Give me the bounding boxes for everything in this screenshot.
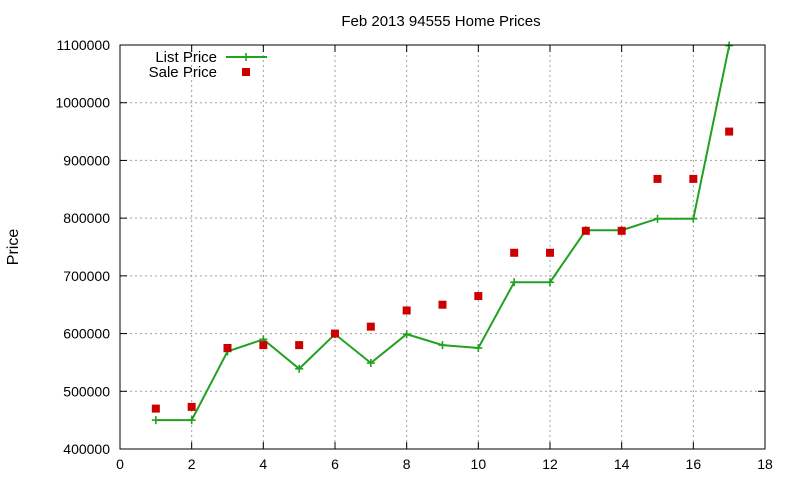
list-price-point (295, 364, 304, 373)
x-tick-label: 6 (331, 456, 339, 472)
sale-price-point (438, 300, 447, 309)
list-price-point (689, 214, 698, 223)
legend-item-1: List Price (155, 49, 267, 66)
sale-price-point (510, 248, 519, 257)
list-price-point (510, 278, 519, 287)
plot-frame (119, 44, 766, 450)
x-tick-label: 12 (542, 456, 558, 472)
grid-lines (120, 45, 765, 449)
sale-price-point (402, 306, 411, 315)
y-tick-label: 1000000 (55, 95, 110, 111)
axis-ticks: 0 2 4 6 8 10 12 14 16 18 400000 500000 600000 700000 8… (55, 37, 773, 472)
sale-price-point (295, 341, 304, 350)
y-tick-label: 1100000 (57, 37, 111, 53)
chart-title: Feb 2013 94555 Home Prices (341, 13, 540, 30)
sale-price-point (366, 322, 375, 331)
sale-price-point (617, 226, 626, 235)
series-1 (151, 41, 734, 425)
sale-price-point (546, 248, 554, 257)
sale-price-point (187, 402, 196, 411)
sale-price-point (331, 329, 339, 338)
sale-price-point (725, 127, 734, 136)
sale-price-point (653, 174, 662, 183)
legend-square-marker (242, 68, 250, 76)
y-tick-label: 700000 (63, 268, 110, 284)
list-price-point (151, 416, 160, 425)
sale-price-point (474, 292, 483, 301)
sale-price-point (151, 404, 160, 413)
y-axis-label: Price (5, 229, 22, 266)
series-2 (151, 127, 734, 413)
series-layer (151, 41, 734, 425)
y-tick-label: 500000 (63, 383, 110, 399)
y-tick-label: 600000 (63, 326, 110, 342)
list-price-point (725, 41, 734, 50)
list-price-point (187, 416, 196, 425)
y-tick-label: 400000 (63, 441, 110, 457)
x-tick-label: 2 (188, 456, 196, 472)
x-tick-label: 16 (686, 456, 702, 472)
list-price-point (546, 278, 554, 287)
y-tick-label: 900000 (63, 152, 110, 168)
sale-price-point (223, 344, 232, 352)
list-price-point (653, 214, 662, 223)
x-tick-label: 14 (614, 456, 630, 472)
x-tick-label: 8 (403, 456, 411, 472)
legend-item-2: Sale Price (149, 64, 250, 81)
list-price-point (438, 341, 447, 350)
sale-price-point (689, 174, 698, 183)
list-price-point (366, 359, 375, 368)
list-price-line (155, 45, 731, 422)
legend-label: Sale Price (149, 64, 217, 81)
x-tick-label: 4 (259, 456, 267, 472)
sale-price-point (259, 341, 268, 350)
list-price-point (474, 344, 483, 352)
y-tick-label: 800000 (63, 210, 110, 226)
x-tick-label: 18 (757, 456, 773, 472)
legend-plus-marker (242, 53, 250, 61)
legend-label: List Price (155, 49, 217, 66)
x-tick-label: 10 (471, 456, 487, 472)
x-tick-label: 0 (116, 456, 124, 472)
list-price-point (402, 330, 411, 339)
sale-price-point (581, 226, 590, 235)
